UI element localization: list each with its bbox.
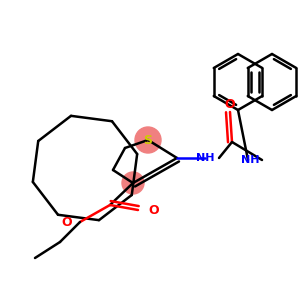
Text: S: S [143,134,152,146]
Text: O: O [148,203,159,217]
Text: NH: NH [241,155,259,165]
Circle shape [122,172,144,194]
Circle shape [135,127,161,153]
Text: O: O [61,215,72,229]
Text: O: O [225,98,235,110]
Text: NH: NH [196,153,214,163]
